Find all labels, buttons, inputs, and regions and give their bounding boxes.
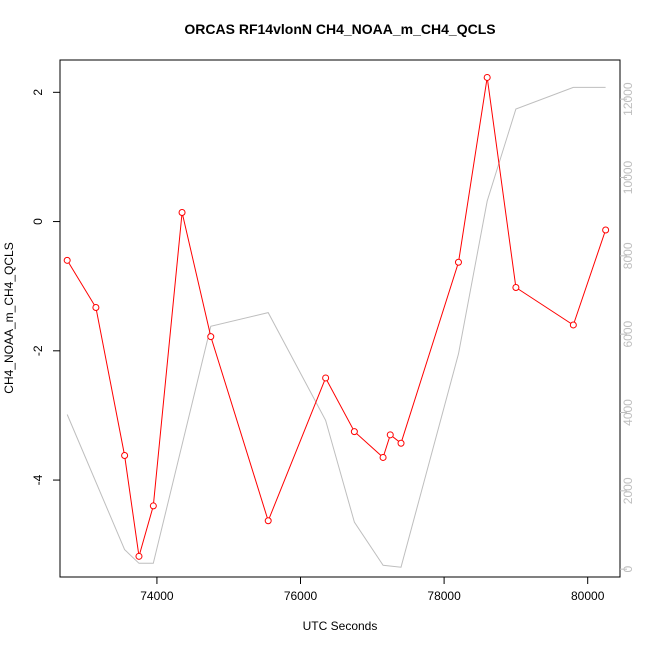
y-tick-label-right: 10000: [621, 160, 635, 194]
y-tick-label-right: 0: [621, 566, 635, 573]
y-tick-label-right: 12000: [621, 82, 635, 116]
y-tick-label-left: 2: [31, 89, 45, 96]
data-point: [121, 452, 129, 460]
data-point: [386, 431, 394, 439]
data-point: [454, 258, 462, 266]
x-tick-label: 76000: [284, 589, 318, 603]
data-point: [350, 428, 358, 436]
x-tick-label: 80000: [571, 589, 605, 603]
data-point: [512, 283, 520, 291]
y-axis-left: -4 -2 0 2: [31, 89, 60, 485]
data-point: [149, 502, 157, 510]
y-tick-label-right: 2000: [621, 477, 635, 504]
series-layer: [63, 73, 610, 568]
y-tick-label-left: 0: [31, 218, 45, 225]
y-tick-label-right: 4000: [621, 399, 635, 426]
data-point: [178, 209, 186, 217]
y-tick-label-right: 8000: [621, 242, 635, 269]
data-point: [322, 374, 330, 382]
y-tick-label-right: 6000: [621, 320, 635, 347]
plot-frame: [59, 59, 621, 578]
data-point: [207, 333, 215, 341]
data-point: [569, 321, 577, 329]
x-tick-label: 74000: [140, 589, 174, 603]
data-point: [483, 73, 491, 81]
chart-title: ORCAS RF14vlonN CH4_NOAA_m_CH4_QCLS: [184, 21, 495, 37]
series-line-left: [66, 77, 607, 557]
y-tick-label-left: -2: [31, 345, 45, 356]
series-line-right: [66, 86, 606, 568]
x-axis-label: UTC Seconds: [303, 619, 378, 633]
data-point: [92, 304, 100, 312]
y-axis-right: 0 2000 4000 6000 8000 10000 12000: [620, 82, 635, 573]
data-point: [63, 256, 71, 264]
y-tick-label-left: -4: [31, 474, 45, 485]
data-point: [379, 453, 387, 461]
y-axis-label: CH4_NOAA_m_CH4_QCLS: [2, 242, 16, 393]
data-point: [135, 552, 143, 560]
x-axis: 74000 76000 78000 80000: [140, 577, 605, 603]
data-point: [264, 517, 272, 525]
x-tick-label: 78000: [427, 589, 461, 603]
data-point: [602, 226, 610, 234]
data-point: [397, 439, 405, 447]
